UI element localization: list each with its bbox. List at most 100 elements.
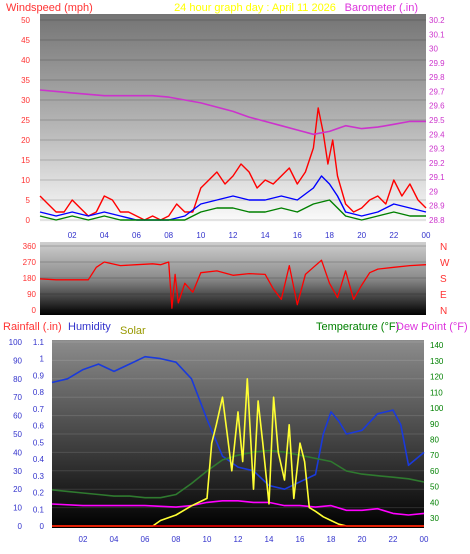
wind-grid	[40, 19, 426, 221]
climate-x-tick-label: 00	[420, 535, 429, 544]
wind-y-tick-label: 5	[26, 196, 31, 205]
wind-x-tick-label: 18	[325, 231, 334, 240]
climate-x-tick-label: 18	[327, 535, 336, 544]
wind-x-tick-label: 08	[164, 231, 173, 240]
wind-y-tick-label: 35	[21, 76, 30, 85]
temperature-y-tick-label: 140	[430, 341, 444, 350]
climate-x-tick-label: 02	[79, 535, 88, 544]
wind-x-tick-label: 16	[293, 231, 302, 240]
climate-x-tick-label: 06	[141, 535, 150, 544]
wind-y-tick-label: 50	[21, 16, 30, 25]
temperature-y-tick-label: 80	[430, 436, 439, 445]
temperature-y-tick-label: 120	[430, 373, 444, 382]
climate-x-tick-label: 14	[265, 535, 274, 544]
rainfall-y-tick-label: 0.6	[33, 422, 45, 431]
temperature-y-ticks: 140 130 120 110 100 90 80 70 60 50 40 30	[430, 341, 444, 523]
humidity-y-tick-label: 80	[13, 375, 22, 384]
barometer-y-tick-label: 28.9	[429, 202, 445, 211]
windspeed-min-line	[39, 199, 426, 221]
barometer-y-tick-label: 29.6	[429, 102, 445, 111]
wind-x-tick-label: 04	[100, 231, 109, 240]
wind-y-tick-label: 10	[21, 176, 30, 185]
climate-x-tick-label: 08	[172, 535, 181, 544]
rainfall-axis-label: Rainfall (.in)	[3, 321, 62, 333]
rainfall-y-tick-label: 1	[40, 355, 45, 364]
rainfall-y-tick-label: 0.1	[33, 505, 45, 514]
barometer-y-tick-label: 29.4	[429, 130, 445, 139]
humidity-y-tick-label: 20	[13, 485, 22, 494]
wind-y-tick-label: 0	[26, 216, 31, 225]
compass-label: S	[440, 274, 447, 285]
humidity-y-tick-label: 50	[13, 430, 22, 439]
barometer-y-tick-label: 29	[429, 187, 438, 196]
barometer-y-tick-label: 29.5	[429, 116, 445, 125]
temperature-y-tick-label: 100	[430, 404, 444, 413]
direction-y-ticks: 360 270 180 90 0	[23, 242, 37, 315]
solar-axis-label: Solar	[120, 325, 146, 337]
wind-x-tick-label: 00	[422, 231, 431, 240]
humidity-y-tick-label: 60	[13, 412, 22, 421]
direction-grid	[40, 245, 426, 311]
temperature-y-tick-label: 130	[430, 357, 444, 366]
climate-x-tick-label: 16	[296, 535, 305, 544]
barometer-y-tick-label: 30	[429, 45, 438, 54]
direction-series	[39, 259, 427, 309]
barometer-y-tick-label: 29.7	[429, 87, 445, 96]
temperature-axis-label: Temperature (°F)	[316, 321, 399, 333]
barometer-y-tick-label: 28.8	[429, 216, 445, 225]
temperature-y-tick-label: 50	[430, 483, 439, 492]
temperature-y-tick-label: 110	[430, 388, 443, 397]
direction-y-tick-label: 360	[23, 242, 37, 251]
direction-y-tick-label: 180	[23, 274, 37, 283]
temperature-y-tick-label: 30	[430, 514, 439, 523]
wind-y-tick-label: 45	[21, 36, 30, 45]
windspeed-avg-line	[39, 175, 427, 221]
humidity-y-tick-label: 90	[13, 356, 22, 365]
barometer-y-tick-label: 30.2	[429, 16, 445, 25]
barometer-axis-label: Barometer (.in)	[345, 2, 418, 14]
compass-label: E	[440, 290, 447, 301]
humidity-y-tick-label: 30	[13, 467, 22, 476]
wind-y-tick-label: 30	[21, 96, 30, 105]
temperature-y-tick-label: 90	[430, 420, 439, 429]
barometer-y-tick-label: 29.9	[429, 59, 445, 68]
humidity-line	[51, 355, 425, 491]
rain-humidity-temp-chart: 1.110.90.80.70.60.50.40.30.20.10 1009080…	[9, 338, 444, 544]
temperature-y-tick-label: 40	[430, 498, 439, 507]
temperature-y-tick-label: 70	[430, 451, 439, 460]
direction-y-tick-label: 90	[27, 290, 36, 299]
climate-x-tick-label: 22	[389, 535, 398, 544]
compass-label: W	[440, 258, 450, 269]
wind-x-tick-label: 14	[261, 231, 270, 240]
wind-series	[39, 89, 427, 221]
wind-x-tick-label: 20	[357, 231, 366, 240]
temperature-y-tick-label: 60	[430, 467, 439, 476]
rainfall-y-tick-label: 0	[40, 522, 45, 531]
dewpoint-axis-label: Dew Point (°F)	[396, 321, 468, 333]
climate-x-tick-label: 20	[358, 535, 367, 544]
temperature-line	[51, 449, 425, 499]
rainfall-y-tick-label: 0.3	[33, 472, 45, 481]
rainfall-y-tick-label: 0.5	[33, 438, 45, 447]
barometer-y-tick-label: 29.3	[429, 145, 445, 154]
humidity-y-tick-label: 10	[13, 504, 22, 513]
wind-y-tick-label: 40	[21, 56, 30, 65]
barometer-y-tick-label: 29.8	[429, 73, 445, 82]
wind-x-tick-label: 06	[132, 231, 141, 240]
humidity-y-tick-label: 100	[9, 338, 23, 347]
compass-label: N	[440, 242, 447, 253]
humidity-y-tick-label: 0	[18, 522, 23, 531]
direction-plot-area	[40, 242, 426, 315]
humidity-axis-label: Humidity	[68, 321, 111, 333]
barometer-y-tick-label: 29.2	[429, 159, 445, 168]
direction-y-tick-label: 270	[23, 258, 37, 267]
rainfall-y-tick-label: 0.7	[33, 405, 45, 414]
climate-x-tick-label: 10	[203, 535, 212, 544]
wind-y-tick-label: 20	[21, 136, 30, 145]
